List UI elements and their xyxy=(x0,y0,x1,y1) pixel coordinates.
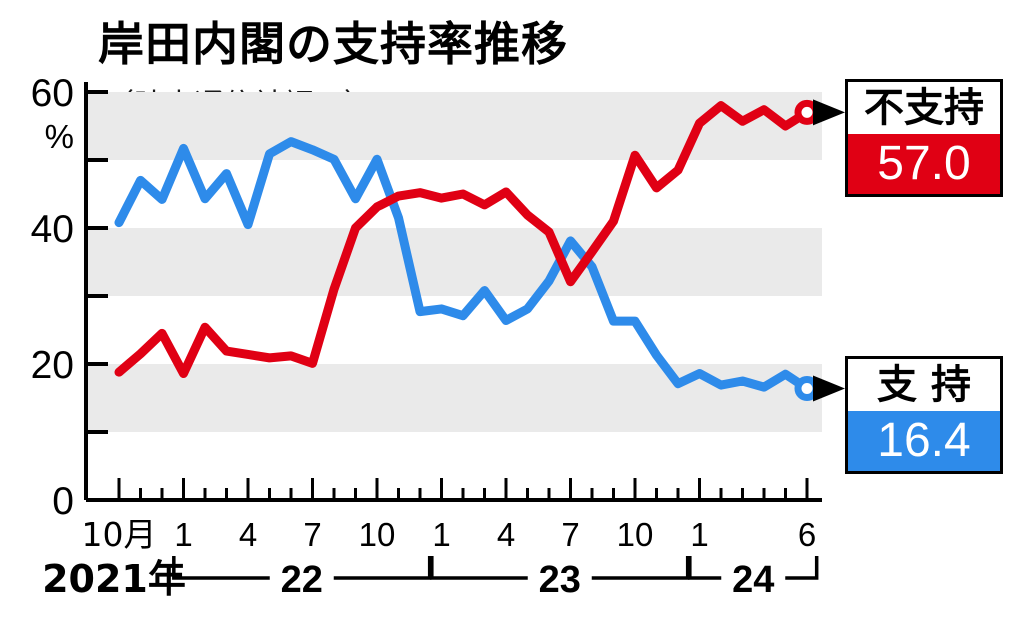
callout-approve-value: 16.4 xyxy=(848,411,1000,471)
svg-text:24: 24 xyxy=(732,559,774,601)
svg-text:1: 1 xyxy=(432,516,450,553)
callout-disapprove: 不支持 57.0 xyxy=(845,79,1003,197)
callout-disapprove-value: 57.0 xyxy=(848,134,1000,194)
svg-text:7: 7 xyxy=(561,516,579,553)
year-brackets: 2021年 22 23 24 xyxy=(42,556,819,601)
svg-text:4: 4 xyxy=(239,516,257,553)
svg-text:10: 10 xyxy=(359,516,396,553)
y-axis-labels: 60 40 20 0% xyxy=(31,72,74,523)
svg-text:22: 22 xyxy=(281,559,323,601)
svg-text:2021年: 2021年 xyxy=(42,557,186,601)
svg-text:0: 0 xyxy=(52,480,74,523)
svg-text:%: % xyxy=(45,118,74,155)
callout-approve-label: 支持 xyxy=(848,359,1000,411)
callout-approve: 支持 16.4 xyxy=(845,356,1003,474)
svg-text:6: 6 xyxy=(798,516,816,553)
callout-pointers xyxy=(813,99,845,402)
svg-text:10: 10 xyxy=(617,516,654,553)
svg-text:4: 4 xyxy=(497,516,515,553)
svg-text:20: 20 xyxy=(31,344,74,387)
x-axis-labels: 10月 1 4 7 10 1 4 7 10 1 6 xyxy=(82,515,817,554)
svg-text:10月: 10月 xyxy=(82,515,157,554)
svg-text:60: 60 xyxy=(31,72,74,115)
svg-text:1: 1 xyxy=(174,516,192,553)
svg-text:23: 23 xyxy=(539,559,581,601)
y-axis-ticks xyxy=(86,90,108,434)
svg-text:1: 1 xyxy=(690,516,708,553)
svg-text:40: 40 xyxy=(31,208,74,251)
callout-disapprove-label: 不支持 xyxy=(848,82,1000,134)
page-title: 岸田内閣の支持率推移 xyxy=(98,17,568,71)
background-bands xyxy=(86,92,822,432)
svg-text:7: 7 xyxy=(303,516,321,553)
x-axis-ticks xyxy=(117,478,809,500)
